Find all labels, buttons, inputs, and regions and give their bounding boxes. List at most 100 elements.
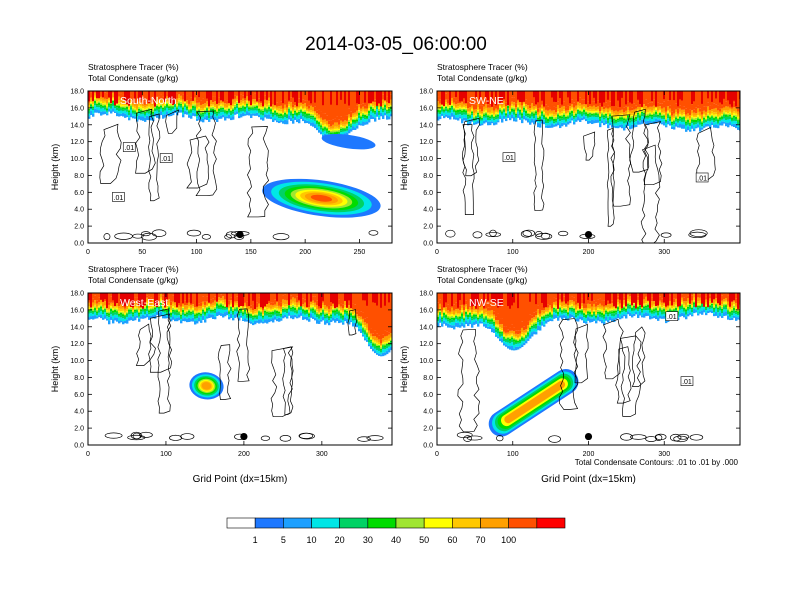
tracer-cell [623,118,626,121]
tracer-cell [370,343,373,346]
tracer-cell [284,299,287,305]
tracer-cell [731,119,734,122]
tracer-cell [685,123,688,126]
tracer-cell [168,311,171,314]
tracer-cell [90,310,93,314]
tracer-cell [176,93,179,99]
tracer-cell [547,91,550,107]
tracer-cell [713,118,716,121]
tracer-cell [150,305,153,307]
tracer-cell [102,104,105,106]
tracer-cell [731,115,734,117]
tracer-cell [358,121,361,126]
tracer-cell [671,125,674,127]
tracer-cell [477,112,480,115]
tracer-cell [687,119,690,123]
tracer-cell [146,308,149,312]
tracer-cell [559,113,562,116]
tracer-cell [142,113,145,117]
tracer-cell [180,109,183,113]
tracer-cell [284,294,287,300]
tracer-cell [264,310,267,313]
condensate-contour [270,346,294,418]
tracer-cell [210,293,213,300]
tracer-cell [140,316,143,319]
tracer-cell [368,113,371,116]
tracer-cell [639,117,642,121]
tracer-cell [348,129,351,134]
tracer-cell [314,117,317,120]
tracer-cell [455,104,458,107]
tracer-cell [499,91,501,104]
tracer-cell [358,115,361,119]
tracer-cell [160,91,163,95]
tracer-cell [707,113,710,115]
tracer-cell [144,315,147,319]
tracer-cell [677,120,680,123]
tracer-cell [356,119,359,122]
tracer-cell [310,309,313,312]
tracer-cell [687,107,690,114]
tracer-cell [535,110,538,112]
tracer-cell [575,117,578,120]
tracer-cell [306,313,309,317]
tracer-cell [501,112,504,115]
tracer-cell [136,104,139,109]
tracer-cell [214,111,217,114]
tracer-cell [336,131,339,134]
tracer-cell [330,309,333,312]
tracer-cell [388,341,391,342]
tracer-cell [637,111,640,113]
tracer-cell [308,111,311,113]
tracer-cell [635,115,638,117]
tracer-cell [216,110,219,112]
tracer-cell [348,126,351,130]
tracer-cell [236,305,239,307]
tracer-cell [374,342,377,345]
tracer-cell [699,114,702,117]
condensate-contour [689,229,708,237]
tracer-cell [230,110,233,112]
tracer-cell [501,114,504,119]
tracer-cell [663,119,666,122]
tracer-cell [292,113,295,116]
tracer-cell [100,99,103,102]
tracer-cell [104,315,107,319]
tracer-cell [659,115,662,118]
tracer-cell [178,313,181,316]
tracer-cell [140,308,143,310]
tracer-cell [332,317,335,321]
tracer-cell [270,302,273,305]
tracer-cell [136,308,139,310]
tracer-cell [473,113,476,116]
tracer-cell [463,91,465,99]
tracer-cell [384,107,387,111]
tracer-cell [180,293,183,302]
tracer-cell [384,340,387,342]
tracer-cell [268,114,271,119]
tracer-cell [320,91,323,112]
tracer-cell [334,91,337,119]
tracer-cell [467,114,470,117]
tracer-cell [625,91,627,105]
tracer-cell [252,293,254,301]
tracer-cell [90,103,93,105]
tracer-cell [380,106,383,110]
tracer-cell [172,307,175,310]
tracer-cell [90,92,93,98]
tracer-cell [607,114,610,117]
tracer-cell [366,334,369,338]
tracer-cell [533,106,536,109]
tracer-cell [90,100,93,103]
tracer-cell [294,307,297,311]
tracer-cell [633,118,636,121]
tracer-cell [479,119,482,121]
tracer-cell [364,331,367,335]
tracer-cell [306,106,309,110]
tracer-cell [202,308,205,310]
tracer-cell [715,112,718,115]
tracer-cell [238,103,241,106]
tracer-cell [292,111,295,114]
tracer-cell [354,311,357,313]
tracer-cell [158,91,161,97]
